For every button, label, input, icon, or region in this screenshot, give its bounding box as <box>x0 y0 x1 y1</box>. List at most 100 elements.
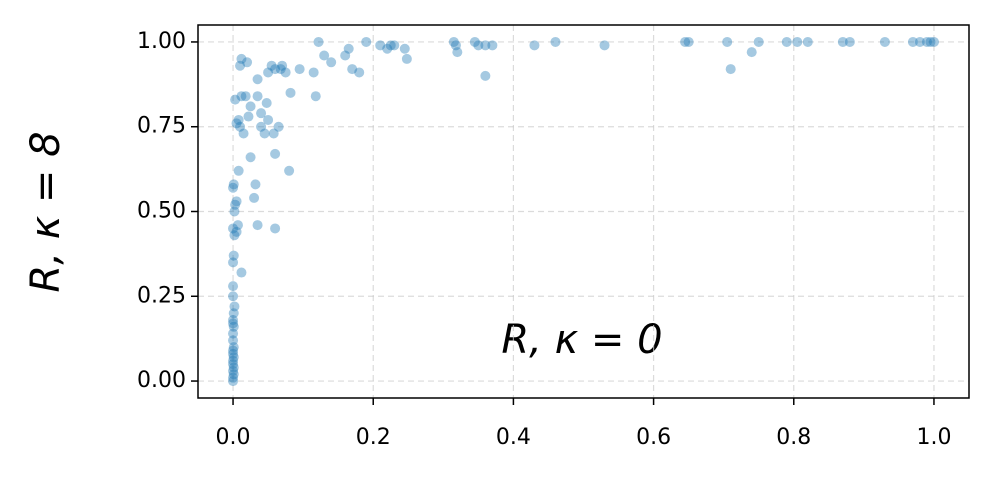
point <box>236 267 247 278</box>
point <box>228 257 239 268</box>
point <box>228 315 239 326</box>
point <box>382 43 393 54</box>
point <box>361 36 372 47</box>
x-tick-label: 0.8 <box>776 425 811 450</box>
point <box>599 40 610 51</box>
point <box>228 365 239 376</box>
point <box>228 250 239 261</box>
point <box>385 40 396 51</box>
x-tick-label: 1.0 <box>916 425 951 450</box>
y-tick-label: 0.00 <box>137 368 186 393</box>
point <box>256 108 267 119</box>
point <box>914 36 925 47</box>
point <box>480 40 491 51</box>
point <box>452 47 463 58</box>
point <box>252 74 263 85</box>
point <box>228 321 239 332</box>
point <box>256 121 267 132</box>
point <box>242 57 253 68</box>
point <box>310 91 321 102</box>
point <box>240 91 251 102</box>
point <box>270 223 281 234</box>
point <box>231 226 242 237</box>
point <box>277 60 288 71</box>
point <box>233 114 244 125</box>
point <box>232 220 243 231</box>
point <box>228 359 239 370</box>
point <box>266 60 277 71</box>
point <box>389 40 400 51</box>
point <box>263 67 274 78</box>
point <box>275 64 286 75</box>
point <box>473 40 484 51</box>
point <box>259 128 270 139</box>
point <box>375 40 386 51</box>
point <box>313 36 324 47</box>
point <box>228 223 239 234</box>
point <box>235 60 246 71</box>
point <box>550 36 561 47</box>
point <box>228 291 239 302</box>
point <box>228 328 239 339</box>
point <box>252 220 263 231</box>
point <box>228 362 239 373</box>
point <box>529 40 540 51</box>
point <box>487 40 498 51</box>
point <box>228 179 239 190</box>
point <box>925 36 936 47</box>
point <box>228 318 239 329</box>
point <box>230 94 241 105</box>
point <box>228 182 239 193</box>
point <box>921 36 932 47</box>
point <box>228 348 239 359</box>
point <box>270 148 281 159</box>
point <box>245 152 256 163</box>
point <box>228 281 239 292</box>
x-tick-label: 0.4 <box>496 425 531 450</box>
x-tick-label: 0.6 <box>636 425 671 450</box>
x-tick-label: 0.2 <box>356 425 391 450</box>
point <box>722 36 733 47</box>
point <box>229 206 240 217</box>
point <box>236 53 247 64</box>
point <box>228 345 239 356</box>
point <box>907 36 918 47</box>
point <box>243 111 254 122</box>
x-tick-label: 0.0 <box>216 425 251 450</box>
point <box>354 67 365 78</box>
point <box>238 128 249 139</box>
point <box>228 335 239 346</box>
point <box>294 64 305 75</box>
point <box>469 36 480 47</box>
point <box>229 230 240 241</box>
point <box>792 36 803 47</box>
point <box>280 67 291 78</box>
point <box>236 91 247 102</box>
point <box>284 165 295 176</box>
point <box>228 308 239 319</box>
point <box>802 36 813 47</box>
point <box>263 114 274 125</box>
y-tick-label: 0.50 <box>137 199 186 224</box>
point <box>308 67 319 78</box>
point <box>781 36 792 47</box>
point <box>343 43 354 54</box>
point <box>448 36 459 47</box>
point <box>837 36 848 47</box>
y-axis-label: R, κ = 8 <box>23 131 69 292</box>
point <box>231 118 242 129</box>
y-tick-label: 1.00 <box>137 29 186 54</box>
point <box>228 372 239 383</box>
point <box>270 64 281 75</box>
point <box>233 165 244 176</box>
point <box>229 301 240 312</box>
point <box>340 50 351 61</box>
point <box>746 47 757 58</box>
point <box>683 36 694 47</box>
point <box>401 53 412 64</box>
point <box>268 128 279 139</box>
point <box>261 97 272 108</box>
y-tick-label: 0.75 <box>137 114 186 139</box>
point <box>725 64 736 75</box>
point <box>753 36 764 47</box>
